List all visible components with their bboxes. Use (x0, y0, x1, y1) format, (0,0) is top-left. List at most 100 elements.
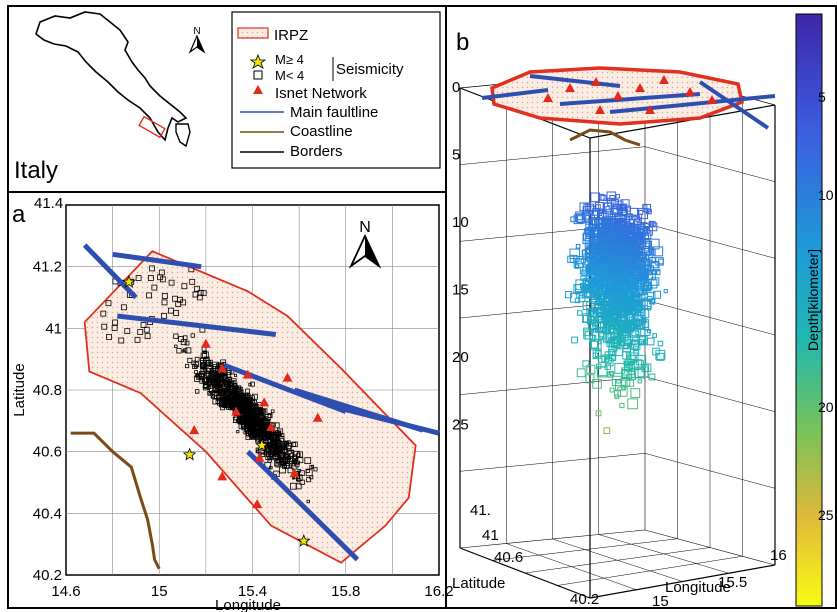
box-edge (589, 564, 776, 599)
quake-weak (208, 388, 214, 393)
quake-3d (576, 368, 586, 378)
quake-3d (613, 293, 623, 303)
legend-seismicity-label: Seismicity (336, 61, 404, 78)
north-arrow-fill (197, 36, 204, 52)
quake-weak (229, 393, 236, 400)
quake-weak (234, 389, 239, 393)
panel-b-ylabel: Latitude (452, 575, 505, 592)
colorbar-label: Depth[kilometer] (805, 249, 821, 351)
quake-weak (212, 366, 219, 373)
main-faultline (112, 251, 202, 270)
coastline-3d (569, 128, 641, 147)
main-faultline-3d (698, 80, 770, 130)
quake-weak (293, 450, 300, 458)
quake-3d (615, 194, 620, 199)
quake-3d (607, 197, 616, 207)
quake-weak (218, 400, 226, 408)
quake-3d (592, 349, 602, 359)
quake-weak (211, 361, 219, 369)
quake-weak (173, 333, 179, 339)
main-faultline (223, 362, 347, 414)
quake-weak (257, 408, 264, 414)
quake-3d (591, 293, 603, 304)
main-faultline (246, 449, 360, 562)
quake-weak (279, 453, 285, 459)
quake-weak (176, 348, 182, 354)
quake-weak (305, 469, 313, 477)
quake-3d (616, 379, 621, 384)
isnet-station (266, 422, 277, 431)
quake-3d (649, 221, 656, 228)
legend-weak-label: M< 4 (275, 68, 304, 83)
quake-3d (636, 311, 642, 316)
quake-3d (619, 328, 630, 338)
quake-weak (217, 392, 222, 396)
quake-weak (201, 379, 206, 383)
quake-3d (564, 291, 573, 299)
quake-weak (260, 408, 268, 415)
quake-3d (641, 340, 646, 346)
quake-3d (609, 207, 620, 217)
quake-weak (228, 380, 235, 387)
depth-tick-label: 0 (452, 79, 460, 96)
quake-weak (196, 374, 200, 378)
quake-3d (596, 271, 607, 283)
quake-weak (248, 395, 255, 402)
quake-3d (646, 306, 652, 311)
quake-weak (194, 285, 200, 292)
quake-3d (592, 379, 602, 389)
quake-3d (611, 375, 623, 387)
quake-weak (174, 344, 178, 348)
quake-weak (228, 393, 233, 398)
quake-3d (620, 326, 625, 332)
quake-3d (627, 304, 635, 311)
quake-3d (587, 226, 594, 233)
quake-3d (633, 367, 645, 379)
depth-colorbar: Depth[kilometer] 5 10 20 25 (795, 13, 834, 607)
quake-weak (181, 283, 188, 290)
quake-3d (582, 360, 590, 368)
quake-weak (239, 400, 243, 404)
quake-weak (218, 389, 225, 396)
quake-weak (289, 464, 293, 468)
quake-3d (628, 226, 640, 238)
quake-3d (652, 333, 657, 338)
quake-3d (573, 255, 580, 263)
y-tick-label: 40.4 (33, 505, 62, 522)
quake-weak (247, 421, 254, 428)
quake-weak (172, 295, 178, 302)
quake-weak (134, 336, 141, 343)
quake-weak (203, 350, 207, 355)
quake-weak (242, 406, 247, 412)
legend-box (231, 11, 441, 169)
quake-weak (281, 458, 287, 464)
inset-north-arrow: N (188, 26, 206, 54)
isnet-station-3d (659, 75, 669, 84)
italy-inset-map: Italy N (14, 11, 206, 184)
quake-3d (596, 209, 607, 220)
lat-tick-label: 40.2 (570, 591, 599, 608)
quake-3d (592, 208, 600, 216)
quake-3d (663, 289, 668, 294)
quake-weak (309, 464, 314, 469)
legend-coast-label: Coastline (290, 123, 353, 140)
quake-3d (571, 336, 579, 344)
quake-3d (643, 226, 650, 232)
quake-weak (236, 430, 240, 434)
quake-3d (590, 244, 601, 254)
colorbar-tick-1: 10 (818, 187, 834, 203)
quake-weak (244, 415, 250, 422)
legend-border-label: Borders (290, 143, 343, 160)
quake-weak (190, 333, 195, 338)
quake-weak (247, 425, 252, 431)
quake-weak (157, 274, 163, 281)
quake-weak (279, 459, 283, 464)
colorbar-gradient (795, 13, 823, 607)
quake-weak (238, 420, 243, 425)
quake-weak (220, 359, 227, 366)
y-tick-label: 40.8 (33, 382, 62, 399)
quake-strong (182, 447, 197, 461)
quake-weak (260, 425, 264, 429)
coastline (70, 431, 161, 570)
quake-3d (642, 288, 648, 294)
